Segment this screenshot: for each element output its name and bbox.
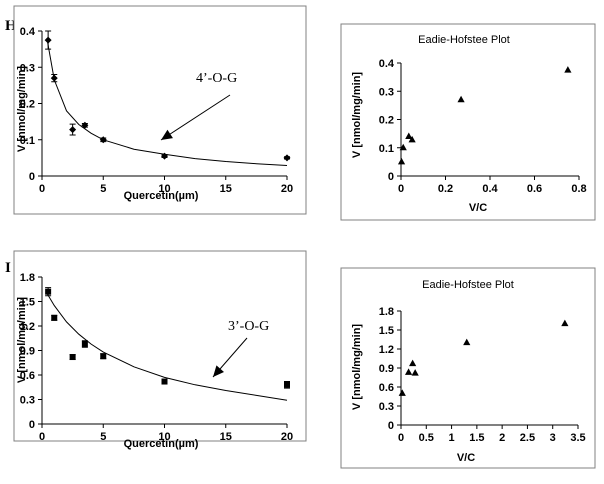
y-tick-label: 0.2 xyxy=(379,115,394,127)
data-point xyxy=(69,126,77,134)
data-point xyxy=(161,152,168,160)
x-tick-label: 0 xyxy=(39,183,45,195)
data-point xyxy=(397,157,406,165)
x-tick-label: 0 xyxy=(398,183,404,195)
fit-curve xyxy=(46,293,288,401)
chart-h-eadie-hofstee: Eadie-Hofstee Plot V [nmol/mg/min] V/C 0… xyxy=(340,23,596,221)
data-point xyxy=(69,354,76,361)
y-tick-label: 0 xyxy=(29,171,35,183)
chart-i-eadie-hofstee: Eadie-Hofstee Plot V [nmol/mg/min] V/C 0… xyxy=(340,267,596,469)
data-point xyxy=(99,136,107,144)
y-tick-label: 1.2 xyxy=(379,344,394,356)
annotation-label: 3’-O-G xyxy=(228,319,269,334)
x-axis-title: V/C xyxy=(469,202,487,214)
data-point xyxy=(398,389,406,396)
x-tick-label: 5 xyxy=(100,431,106,443)
y-tick-label: 1.8 xyxy=(20,272,35,284)
x-axis-title: V/C xyxy=(457,452,475,464)
y-axis-title: V [nmol/mg/min] xyxy=(16,297,28,384)
y-tick-label: 0 xyxy=(388,420,394,432)
annotation-label: 4’-O-G xyxy=(196,71,237,86)
annotation-arrowhead xyxy=(213,365,224,377)
y-tick-label: 0.6 xyxy=(20,370,35,382)
chart-frame xyxy=(13,5,307,215)
data-point xyxy=(404,368,413,375)
fit-curve xyxy=(46,38,288,166)
x-tick-label: 1 xyxy=(449,432,455,444)
chart-frame xyxy=(13,250,307,442)
y-tick-label: 0.3 xyxy=(379,401,394,413)
x-tick-label: 10 xyxy=(158,431,170,443)
y-tick-label: 0.1 xyxy=(379,143,394,155)
x-tick-label: 0.2 xyxy=(438,183,453,195)
y-axis-title: V [nmol/mg/min] xyxy=(351,324,363,411)
y-tick-label: 0.3 xyxy=(20,395,35,407)
y-tick-label: 0.4 xyxy=(20,26,36,38)
y-tick-label: 0.4 xyxy=(379,58,395,70)
data-point xyxy=(44,36,52,44)
chart-title: Eadie-Hofstee Plot xyxy=(418,34,510,46)
data-point xyxy=(283,154,291,162)
x-tick-label: 0.8 xyxy=(571,183,586,195)
y-tick-label: 1.2 xyxy=(20,321,35,333)
data-point xyxy=(561,319,569,327)
y-tick-label: 1.5 xyxy=(379,325,394,337)
y-tick-label: 0.9 xyxy=(379,363,394,375)
x-tick-label: 2 xyxy=(499,432,505,444)
x-tick-label: 15 xyxy=(220,183,232,195)
y-axis-title: V [nmol/mg/min] xyxy=(351,72,363,159)
data-point xyxy=(50,74,58,82)
x-tick-label: 2.5 xyxy=(520,432,535,444)
x-tick-label: 20 xyxy=(281,183,293,195)
chart-h-saturation: V [nmol/mg/min] Quercetin(µm) 4’-O-G 0 0.… xyxy=(13,5,307,215)
y-tick-label: 0.3 xyxy=(20,62,35,74)
x-tick-label: 3.5 xyxy=(570,432,585,444)
data-point xyxy=(161,378,168,385)
y-tick-label: 0.3 xyxy=(379,86,394,98)
data-point xyxy=(81,121,89,129)
data-point xyxy=(45,288,52,295)
y-tick-label: 0 xyxy=(388,171,394,183)
data-point xyxy=(284,381,290,388)
annotation-arrow xyxy=(160,94,231,141)
chart-title: Eadie-Hofstee Plot xyxy=(422,279,514,291)
x-tick-label: 0 xyxy=(398,432,404,444)
x-tick-label: 20 xyxy=(281,431,293,443)
x-tick-label: 15 xyxy=(220,431,232,443)
data-point xyxy=(81,340,88,347)
data-point xyxy=(405,132,413,139)
data-point xyxy=(409,359,417,367)
x-tick-label: 0 xyxy=(39,431,45,443)
chart-frame xyxy=(340,267,596,469)
data-point xyxy=(51,314,58,321)
y-tick-label: 0.1 xyxy=(20,135,35,147)
y-tick-label: 0.2 xyxy=(20,99,35,111)
chart-frame xyxy=(340,23,596,221)
data-point xyxy=(457,95,465,103)
data-point xyxy=(411,369,419,376)
y-tick-label: 1.8 xyxy=(379,306,394,318)
annotation-arrowhead xyxy=(161,129,173,140)
y-tick-label: 1.5 xyxy=(20,297,35,309)
data-point xyxy=(463,338,471,346)
y-tick-label: 0.6 xyxy=(379,382,394,394)
x-tick-label: 10 xyxy=(158,183,170,195)
data-point xyxy=(100,353,107,360)
data-point xyxy=(564,66,572,73)
x-tick-label: 0.4 xyxy=(482,183,498,195)
y-tick-label: 0.9 xyxy=(20,346,35,358)
x-axis-title: Quercetin(µm) xyxy=(124,438,199,450)
x-tick-label: 3 xyxy=(550,432,556,444)
x-tick-label: 0.6 xyxy=(527,183,542,195)
y-axis-title: V [nmol/mg/min] xyxy=(16,66,28,153)
x-axis-title: Quercetin(µm) xyxy=(124,190,199,202)
x-tick-label: 1.5 xyxy=(469,432,484,444)
chart-i-saturation: V [nmol/mg/min] Quercetin(µm) 3’-O-G 0 0.… xyxy=(13,250,307,450)
data-point xyxy=(408,135,416,143)
x-tick-label: 5 xyxy=(100,183,106,195)
panel-label-i: I xyxy=(5,260,11,276)
x-tick-label: 0.5 xyxy=(419,432,434,444)
y-tick-label: 0 xyxy=(29,419,35,431)
